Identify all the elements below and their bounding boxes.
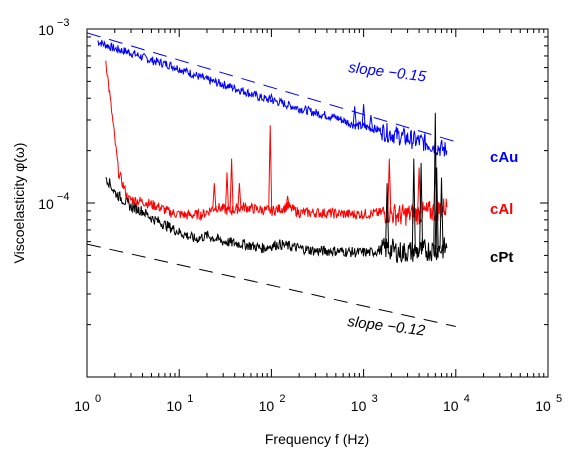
series-spike-cAu-2 [368,115,373,128]
series-spike-cAu-0 [352,106,357,126]
series-spike-cPt-5 [439,177,444,249]
y-tick-label-0: 10 [38,196,54,212]
series-line-cPt [105,176,448,264]
series-label-cAu: cAu [490,149,518,166]
series-spike-cPt-2 [419,162,424,251]
x-tick-label-3: 10 [351,398,367,414]
x-tick-exp-4: 4 [464,393,470,405]
x-tick-label-2: 10 [259,398,275,414]
y-axis-title: Viscoelasticity φ(ω) [11,143,27,264]
y-tick-exp-0: −4 [57,191,70,203]
reference-line-1 [87,243,456,328]
y-tick-exp-1: −3 [57,17,70,29]
x-tick-exp-5: 5 [556,393,562,405]
series-label-cPt: cPt [490,249,513,266]
x-tick-exp-0: 0 [95,393,101,405]
series-label-cAl: cAl [490,201,513,218]
reference-line-0 [87,32,456,143]
x-tick-label-4: 10 [443,398,459,414]
series-spike-cAl-1 [225,172,229,211]
x-axis-title: Frequency f (Hz) [265,431,369,447]
series-spike-cAu-3 [269,92,274,101]
x-tick-exp-2: 2 [279,393,285,405]
series-spike-cPt-1 [411,158,416,252]
x-tick-exp-3: 3 [372,393,378,405]
series-spike-cAl-2 [229,158,234,211]
series-spike-cAl-3 [237,183,242,209]
series-spike-cAu-1 [361,104,366,127]
plot-area [87,29,548,377]
series-line-cAl [105,60,448,226]
series-spike-cAl-4 [268,125,273,211]
plot-frame [86,28,549,378]
series-spike-cPt-0 [385,183,390,249]
x-tick-exp-1: 1 [187,393,193,405]
series-spike-cAl-0 [212,183,217,208]
x-tick-label-1: 10 [166,398,182,414]
y-tick-label-1: 10 [38,22,54,38]
x-tick-label-0: 10 [74,398,90,414]
series-spike-cAl-6 [387,158,392,214]
series-line-cAu [97,39,448,157]
series-spike-cAl-5 [285,195,290,207]
x-tick-label-5: 10 [535,398,551,414]
series-spike-cPt-4 [434,167,439,250]
